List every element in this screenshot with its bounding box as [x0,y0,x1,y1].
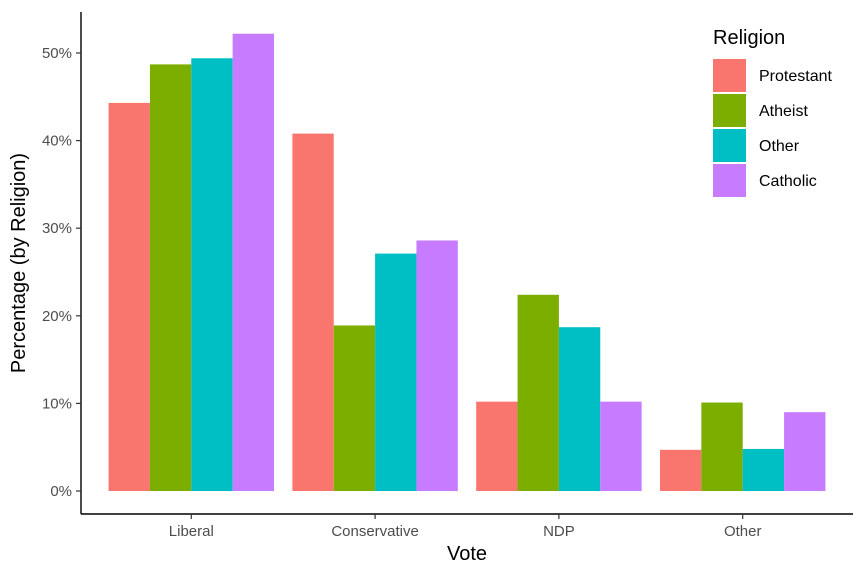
bar-other-liberal [191,58,233,491]
x-tick-label: NDP [543,523,575,540]
x-axis-title: Vote [447,543,487,565]
x-ticks: Liberal Conservative NDP Other [169,514,762,540]
bar-protestant-liberal [108,102,150,491]
y-tick-label: 10% [42,395,72,412]
bar-protestant-ndp [476,401,518,491]
x-tick-label: Liberal [169,523,214,540]
bar-catholic-liberal [232,33,274,492]
bar-atheist-conservative [333,325,376,491]
bar-other-other [742,448,785,491]
legend-label-catholic: Catholic [759,173,817,190]
y-tick-label: 40% [42,133,72,150]
bar-other-conservative [375,253,417,491]
legend-key-other [713,129,746,162]
bar-catholic-other [784,412,826,491]
bar-atheist-other [701,402,743,491]
bar-other-ndp [558,327,601,491]
legend-key-protestant [713,59,746,92]
bar-catholic-conservative [416,240,458,491]
legend-label-atheist: Atheist [759,103,808,120]
legend-key-catholic [713,164,746,197]
axes-layer [80,12,853,515]
y-tick-label: 20% [42,308,72,325]
legend: Religion Protestant Atheist Other Catholic [713,27,832,197]
x-tick-label: Conservative [331,523,419,540]
bar-protestant-conservative [292,133,334,492]
bar-atheist-liberal [149,64,192,491]
y-ticks: 0% 10% 20% 30% 40% 50% [42,45,81,500]
bar-atheist-ndp [517,294,559,491]
bar-catholic-ndp [600,401,642,491]
x-tick-label: Other [724,523,762,540]
y-tick-label: 30% [42,220,72,237]
bars-layer [108,33,826,492]
y-axis-title: Percentage (by Religion) [8,153,30,373]
legend-label-other: Other [759,138,800,155]
legend-label-protestant: Protestant [759,68,832,85]
legend-key-atheist [713,94,746,127]
legend-title: Religion [713,27,785,49]
bar-protestant-other [660,449,702,491]
y-tick-label: 50% [42,45,72,62]
y-tick-label: 0% [50,483,72,500]
